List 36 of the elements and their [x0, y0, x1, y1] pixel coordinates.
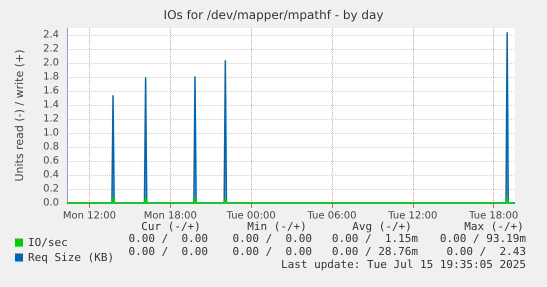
text: 0.00 / 0.00 — [128, 232, 208, 245]
y-axis-title: Units read (-) / write (+) — [13, 49, 26, 182]
x-tick-label: Mon 12:00 — [62, 210, 116, 222]
text: 0.00 / 0.00 — [232, 232, 312, 245]
text: Last update: Tue Jul 15 19:35:05 2025 — [280, 258, 526, 271]
y-tick-label: 0.2 — [43, 184, 59, 194]
y-tick-label: 0.6 — [43, 156, 59, 166]
y-tick-label: 0.8 — [43, 142, 59, 152]
x-tick-label: Mon 18:00 — [144, 210, 197, 222]
y-tick-label: 1.2 — [43, 114, 59, 124]
y-tick-label: 0.4 — [43, 170, 59, 180]
text: 0.00 / 2.43 — [446, 245, 526, 258]
text: 0.00 / 0.00 — [128, 245, 208, 258]
y-tick-label: 2.0 — [43, 58, 59, 68]
text: 0.00 / 93.19m — [440, 232, 526, 245]
x-tick-label: Tue 18:00 — [468, 210, 518, 222]
text: 0.00 / 0.00 — [232, 245, 312, 258]
x-tick-label: Tue 06:00 — [306, 210, 357, 222]
text: Min (-/+) — [247, 220, 307, 233]
text: 0.00 / 1.15m — [332, 232, 418, 245]
text: 0.00 / 28.76m — [332, 245, 418, 258]
text: Cur (-/+) — [141, 220, 201, 233]
text: Avg (-/+) — [352, 220, 412, 233]
y-tick-label: 1.6 — [43, 86, 59, 96]
legend-label: Req Size (KB) — [28, 251, 114, 264]
legend-label: IO/sec — [28, 236, 68, 249]
chart-title: IOs for /dev/mapper/mpathf - by day — [164, 8, 384, 22]
y-tick-label: 1.0 — [43, 128, 59, 138]
text: Max (-/+) — [464, 220, 524, 233]
y-tick-label: 1.8 — [43, 72, 59, 82]
x-tick-label: Tue 00:00 — [226, 210, 276, 222]
y-tick-label: 2.2 — [43, 44, 59, 54]
y-tick-label: 0.0 — [43, 198, 59, 208]
y-tick-label: 2.4 — [43, 30, 59, 40]
y-tick-label: 1.4 — [43, 100, 59, 110]
x-tick-label: Tue 12:00 — [387, 210, 438, 222]
